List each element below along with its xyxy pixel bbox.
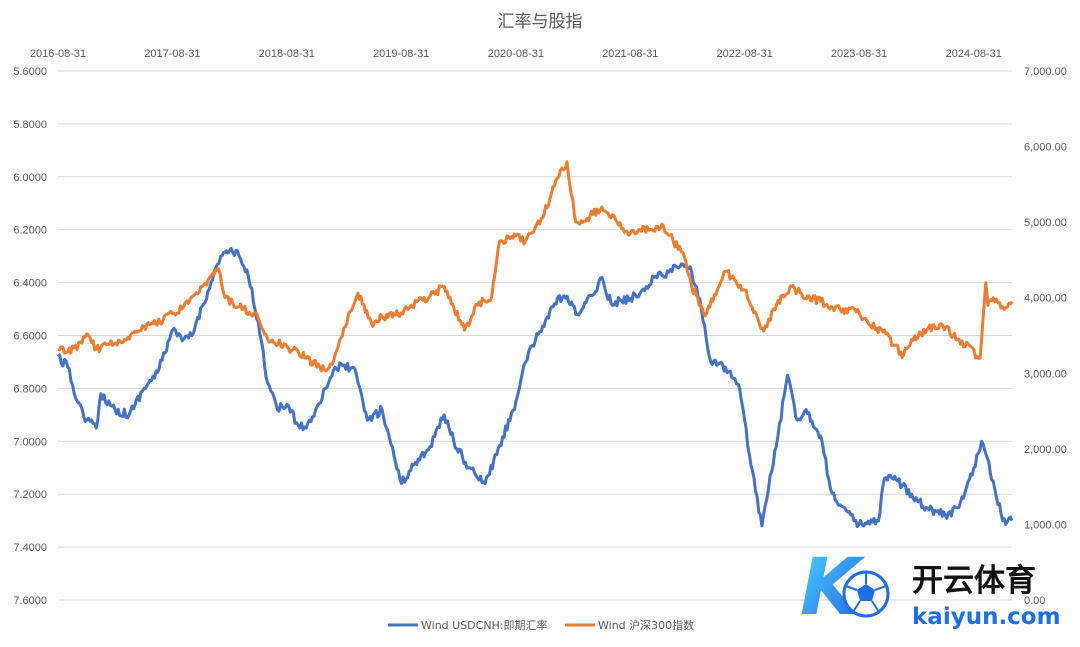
chart-title: 汇率与股指 <box>498 12 583 32</box>
x-axis-top: 2016-08-31 2017-08-31 2018-08-31 2019-08-31… <box>30 48 1002 60</box>
y-left-tick-label: 7.4000 <box>13 542 47 554</box>
y-right-tick-label: 3,000.00 <box>1024 368 1067 380</box>
watermark-brand-cn: 开云体育 <box>912 563 1036 599</box>
y-left-tick-label: 6.2000 <box>13 225 47 237</box>
x-tick-label: 2020-08-31 <box>488 48 544 60</box>
legend-label-usdcnh: Wind USDCNH:即期汇率 <box>421 618 548 632</box>
y-right-tick-label: 6,000.00 <box>1024 142 1067 154</box>
y-left-tick-label: 7.2000 <box>13 489 47 501</box>
x-tick-label: 2017-08-31 <box>144 48 200 60</box>
x-tick-label: 2024-08-31 <box>946 48 1002 60</box>
x-tick-label: 2021-08-31 <box>602 48 658 60</box>
x-tick-label: 2019-08-31 <box>373 48 429 60</box>
x-tick-label: 2022-08-31 <box>717 48 773 60</box>
y-left-tick-label: 5.8000 <box>13 119 47 131</box>
y-left-tick-label: 5.6000 <box>13 66 47 78</box>
soccer-ball-icon <box>842 570 890 618</box>
legend-label-csi300: Wind 沪深300指数 <box>598 618 694 632</box>
y-axis-right: 0.00 1,000.00 2,000.00 3,000.00 4,000.00 5,00… <box>1024 66 1067 607</box>
legend: Wind USDCNH:即期汇率 Wind 沪深300指数 <box>388 618 694 632</box>
y-left-tick-label: 7.0000 <box>13 436 47 448</box>
x-tick-label: 2023-08-31 <box>831 48 887 60</box>
y-left-tick-label: 6.6000 <box>13 331 47 343</box>
y-right-tick-label: 0.00 <box>1024 595 1045 607</box>
y-right-tick-label: 1,000.00 <box>1024 519 1067 531</box>
series-line-usdcnh <box>56 247 1014 529</box>
watermark: K 开云体育 kaiyun.com <box>800 543 1061 633</box>
y-left-tick-label: 6.0000 <box>13 172 47 184</box>
x-tick-label: 2016-08-31 <box>30 48 86 60</box>
series-line-csi300 <box>57 160 1014 373</box>
watermark-brand-en: kaiyun.com <box>912 604 1061 630</box>
y-left-tick-label: 7.6000 <box>13 595 47 607</box>
y-right-tick-label: 5,000.00 <box>1024 217 1067 229</box>
y-right-tick-label: 2,000.00 <box>1024 444 1067 456</box>
y-axis-left: 5.6000 5.8000 6.0000 6.2000 6.4000 6.6000 6.80… <box>13 66 47 607</box>
y-left-tick-label: 6.4000 <box>13 278 47 290</box>
y-right-tick-label: 4,000.00 <box>1024 293 1067 305</box>
y-right-tick-label: 7,000.00 <box>1024 66 1067 78</box>
x-tick-label: 2018-08-31 <box>259 48 315 60</box>
y-left-tick-label: 6.8000 <box>13 383 47 395</box>
